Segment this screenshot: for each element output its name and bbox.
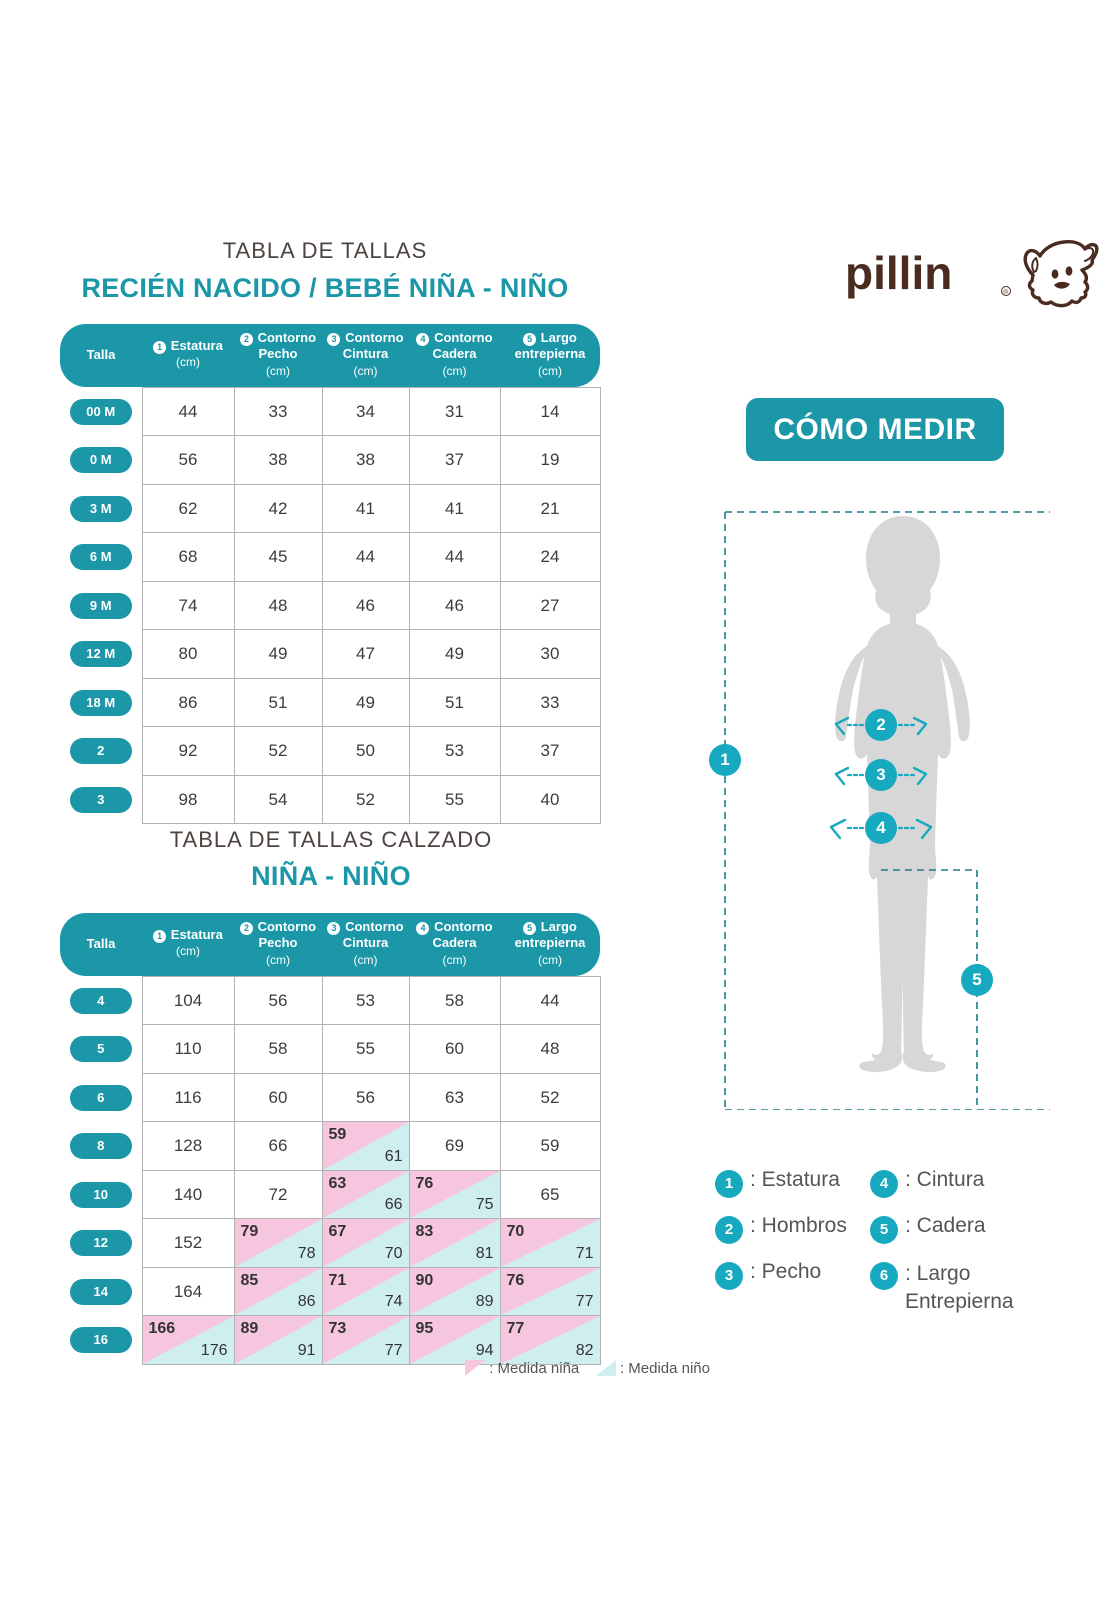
svg-text:pillin: pillin (845, 247, 952, 299)
svg-text:®: ® (1003, 288, 1008, 296)
